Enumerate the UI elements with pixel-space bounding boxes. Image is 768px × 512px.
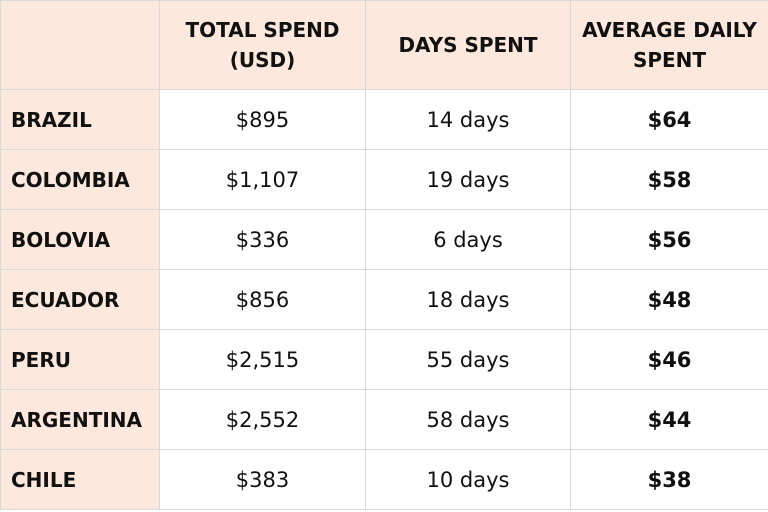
table-row: CHILE $383 10 days $38 bbox=[0, 449, 768, 510]
header-total-spend: TOTAL SPEND (USD) bbox=[159, 0, 366, 90]
country-cell: ECUADOR bbox=[0, 269, 160, 330]
total-spend-cell: $336 bbox=[159, 209, 366, 270]
total-spend-cell: $1,107 bbox=[159, 149, 366, 210]
total-spend-cell: $383 bbox=[159, 449, 366, 510]
average-daily-cell: $58 bbox=[570, 149, 768, 210]
days-spent-cell: 58 days bbox=[365, 389, 571, 450]
average-daily-cell: $64 bbox=[570, 89, 768, 150]
header-corner-cell bbox=[0, 0, 160, 90]
country-cell: COLOMBIA bbox=[0, 149, 160, 210]
table-row: PERU $2,515 55 days $46 bbox=[0, 329, 768, 390]
days-spent-cell: 14 days bbox=[365, 89, 571, 150]
table-row: BRAZIL $895 14 days $64 bbox=[0, 89, 768, 150]
country-cell: BRAZIL bbox=[0, 89, 160, 150]
header-average-daily-spent: AVERAGE DAILY SPENT bbox=[570, 0, 768, 90]
average-daily-cell: $38 bbox=[570, 449, 768, 510]
country-cell: PERU bbox=[0, 329, 160, 390]
days-spent-cell: 6 days bbox=[365, 209, 571, 270]
header-days-spent: DAYS SPENT bbox=[365, 0, 571, 90]
average-daily-cell: $46 bbox=[570, 329, 768, 390]
average-daily-cell: $56 bbox=[570, 209, 768, 270]
average-daily-cell: $48 bbox=[570, 269, 768, 330]
days-spent-cell: 18 days bbox=[365, 269, 571, 330]
days-spent-cell: 19 days bbox=[365, 149, 571, 210]
average-daily-cell: $44 bbox=[570, 389, 768, 450]
country-cell: CHILE bbox=[0, 449, 160, 510]
table-row: ECUADOR $856 18 days $48 bbox=[0, 269, 768, 330]
header-row: TOTAL SPEND (USD) DAYS SPENT AVERAGE DAI… bbox=[0, 0, 768, 90]
total-spend-cell: $2,552 bbox=[159, 389, 366, 450]
total-spend-cell: $856 bbox=[159, 269, 366, 330]
country-cell: ARGENTINA bbox=[0, 389, 160, 450]
country-cell: BOLOVIA bbox=[0, 209, 160, 270]
days-spent-cell: 55 days bbox=[365, 329, 571, 390]
total-spend-cell: $2,515 bbox=[159, 329, 366, 390]
days-spent-cell: 10 days bbox=[365, 449, 571, 510]
table-row: ARGENTINA $2,552 58 days $44 bbox=[0, 389, 768, 450]
total-spend-cell: $895 bbox=[159, 89, 366, 150]
table-row: COLOMBIA $1,107 19 days $58 bbox=[0, 149, 768, 210]
table-row: BOLOVIA $336 6 days $56 bbox=[0, 209, 768, 270]
